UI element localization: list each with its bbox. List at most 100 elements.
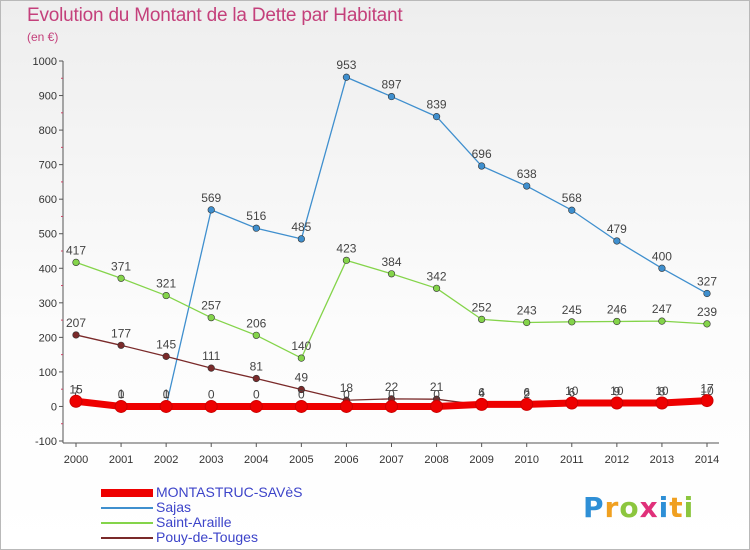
logo-letter: i — [658, 491, 670, 524]
data-label-montastruc-sav-s: 0 — [343, 387, 350, 401]
proxiti-logo: Proxiti — [583, 491, 694, 524]
data-label-montastruc-sav-s: 0 — [118, 387, 125, 401]
y-tick-label: -100 — [35, 436, 57, 448]
x-tick-label: 2005 — [289, 454, 313, 466]
data-point-sajas — [658, 264, 666, 272]
legend-swatch — [101, 521, 153, 524]
data-label-saint-araille: 371 — [111, 259, 131, 273]
data-label-sajas: 516 — [246, 209, 266, 223]
logo-letter: o — [619, 491, 640, 524]
data-label-sajas: 485 — [291, 220, 311, 234]
legend-label: Saint-Araille — [156, 514, 232, 530]
data-point-saint-araille — [703, 320, 711, 328]
x-tick-label: 2006 — [334, 454, 358, 466]
data-point-saint-araille — [523, 318, 531, 327]
data-label-sajas: 1 — [118, 387, 125, 401]
data-label-sajas: 7 — [73, 385, 80, 399]
logo-letter: P — [583, 491, 605, 524]
legend-swatch — [101, 536, 153, 539]
data-label-montastruc-sav-s: 15 — [69, 382, 83, 396]
data-label-pouy-de-touges: 22 — [385, 380, 399, 394]
x-tick-label: 2004 — [244, 454, 268, 466]
data-point-pouy-de-touges — [297, 385, 305, 394]
data-label-saint-araille: 243 — [517, 304, 537, 318]
data-point-saint-araille — [478, 315, 486, 324]
legend-label: Sajas — [156, 499, 192, 515]
data-label-montastruc-sav-s: 10 — [610, 384, 624, 398]
data-label-montastruc-sav-s: 0 — [208, 387, 215, 401]
data-label-pouy-de-touges: 18 — [340, 381, 354, 395]
x-tick-label: 2011 — [560, 454, 584, 466]
data-label-saint-araille: 423 — [336, 241, 356, 255]
data-point-montastruc-sav-s — [655, 396, 669, 410]
data-label-saint-araille: 247 — [652, 302, 672, 316]
x-tick-label: 2008 — [424, 454, 448, 466]
data-point-sajas — [387, 92, 396, 101]
data-label-pouy-de-touges: 2 — [523, 387, 530, 401]
data-label-sajas: 479 — [607, 222, 627, 236]
data-point-montastruc-sav-s — [700, 394, 714, 408]
data-point-sajas — [432, 113, 441, 121]
data-label-pouy-de-touges: 9 — [614, 384, 621, 398]
data-point-saint-araille — [568, 318, 576, 326]
y-tick-label: 100 — [39, 367, 57, 379]
data-point-montastruc-sav-s — [430, 399, 444, 413]
data-point-montastruc-sav-s — [294, 399, 308, 413]
data-point-pouy-de-touges — [207, 364, 215, 372]
data-point-sajas — [568, 206, 576, 214]
data-label-sajas: 1 — [163, 387, 170, 401]
data-point-montastruc-sav-s — [159, 399, 173, 413]
y-tick-label: 600 — [39, 194, 57, 206]
data-point-pouy-de-touges — [117, 341, 125, 349]
x-tick-label: 2014 — [695, 454, 719, 466]
legend-label: Pouy-de-Touges — [156, 529, 258, 545]
data-point-montastruc-sav-s — [249, 399, 263, 413]
data-point-saint-araille — [252, 331, 260, 339]
data-label-montastruc-sav-s: 10 — [655, 384, 669, 398]
data-label-saint-araille: 257 — [201, 299, 221, 313]
data-label-pouy-de-touges: 21 — [430, 380, 444, 394]
x-tick-label: 2007 — [379, 454, 403, 466]
logo-letter: t — [669, 491, 684, 524]
data-point-sajas — [342, 73, 351, 81]
data-point-sajas — [478, 162, 486, 170]
data-point-montastruc-sav-s — [520, 397, 534, 411]
data-point-sajas — [613, 237, 621, 245]
data-label-saint-araille: 342 — [427, 269, 447, 283]
data-label-saint-araille: 246 — [607, 302, 627, 316]
data-point-saint-araille — [613, 317, 621, 326]
data-label-saint-araille: 321 — [156, 277, 176, 291]
data-label-pouy-de-touges: 4 — [478, 386, 485, 400]
data-point-montastruc-sav-s — [565, 396, 579, 410]
data-label-saint-araille: 245 — [562, 303, 582, 317]
x-tick-label: 2001 — [109, 454, 133, 466]
data-label-montastruc-sav-s: 17 — [700, 382, 714, 396]
chart-title: Evolution du Montant de la Dette par Hab… — [27, 5, 403, 26]
x-tick-label: 2009 — [469, 454, 493, 466]
y-tick-label: 500 — [39, 229, 57, 241]
data-label-saint-araille: 239 — [697, 305, 717, 319]
legend-label: MONTASTRUC-SAVèS — [156, 484, 303, 500]
data-point-saint-araille — [432, 284, 441, 292]
data-label-pouy-de-touges: 111 — [202, 349, 221, 363]
data-label-sajas: 839 — [427, 98, 447, 112]
data-point-saint-araille — [117, 274, 125, 282]
data-point-saint-araille — [658, 317, 666, 325]
data-label-sajas: 327 — [697, 274, 717, 288]
data-label-montastruc-sav-s: 0 — [163, 387, 170, 401]
logo-letter: i — [683, 491, 695, 524]
data-point-pouy-de-touges — [162, 352, 170, 360]
legend: MONTASTRUC-SAVèS Sajas Saint-Araille Pouy-d… — [101, 485, 303, 545]
x-tick-label: 2000 — [64, 454, 88, 466]
y-tick-label: 900 — [39, 91, 57, 103]
data-label-montastruc-sav-s: 0 — [253, 387, 260, 401]
data-label-saint-araille: 252 — [472, 300, 492, 314]
data-label-pouy-de-touges: 49 — [295, 371, 309, 385]
data-point-sajas — [297, 235, 305, 243]
data-label-montastruc-sav-s: 6 — [478, 385, 485, 399]
x-tick-label: 2013 — [650, 454, 674, 466]
x-tick-label: 2010 — [514, 454, 538, 466]
x-tick-label: 2002 — [154, 454, 178, 466]
legend-swatch — [101, 488, 153, 497]
y-tick-label: 1000 — [33, 56, 57, 68]
